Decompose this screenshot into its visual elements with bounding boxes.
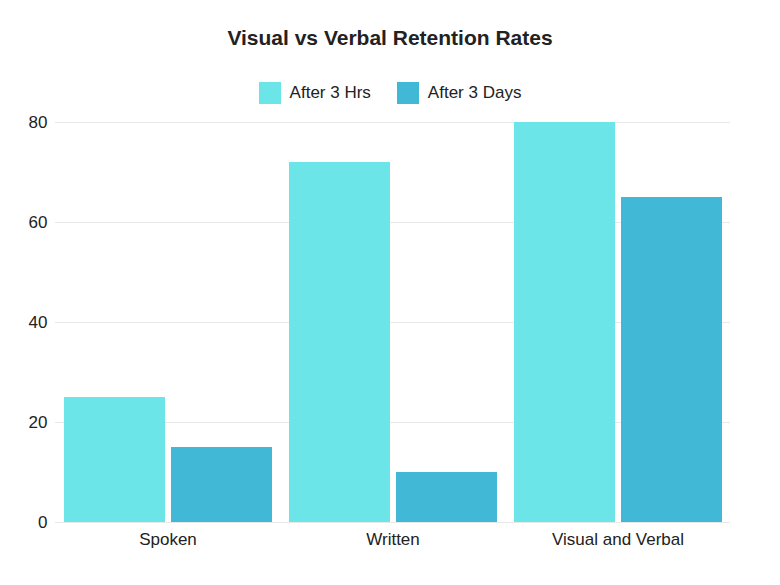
svg-text:40: 40 (29, 313, 48, 332)
html-text:After 3 Hrs: After 3 Hrs (289, 82, 371, 102)
html-text:After 3 Days: After 3 Days (427, 82, 522, 102)
svg-text:20: 20 (29, 413, 48, 432)
svg-text:80: 80 (29, 113, 48, 132)
svg-text:60: 60 (29, 213, 48, 232)
svg-text:Spoken: Spoken (139, 530, 197, 549)
svg-text:Written: Written (366, 530, 420, 549)
svg-text:Visual and Verbal: Visual and Verbal (552, 530, 684, 549)
svg-text:0: 0 (38, 513, 47, 532)
html-text:Visual vs Verbal Retention Rat: Visual vs Verbal Retention Rates (227, 26, 553, 49)
